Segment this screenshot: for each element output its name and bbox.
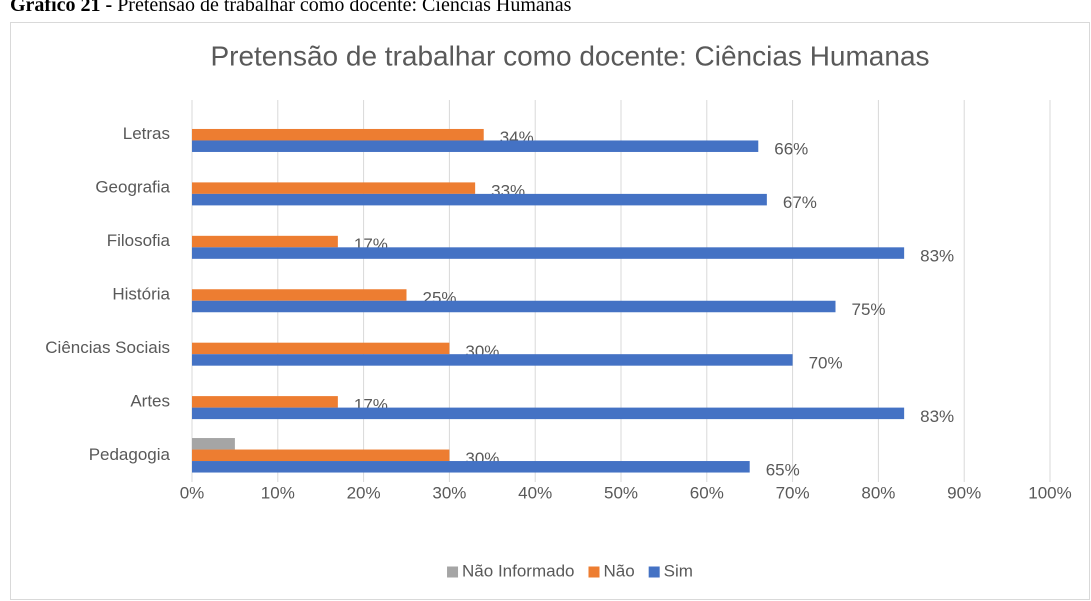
x-tick-label: 40% <box>518 483 552 502</box>
bar <box>192 182 476 194</box>
bar <box>192 193 767 206</box>
x-tick-label: 0% <box>180 483 205 502</box>
data-label: 75% <box>852 300 886 319</box>
legend-label: Não <box>603 561 634 580</box>
bar <box>192 235 338 248</box>
bar <box>192 128 484 141</box>
bar <box>192 438 235 450</box>
data-label: 65% <box>766 460 800 479</box>
caption: Gráfico 21 - Pretensão de trabalhar como… <box>10 0 572 16</box>
data-label: 83% <box>920 407 954 426</box>
x-tick-label: 80% <box>861 483 895 502</box>
legend-swatch <box>447 566 459 578</box>
bar <box>192 342 450 355</box>
bar <box>192 449 450 462</box>
data-label: 83% <box>920 247 954 266</box>
x-tick-label: 30% <box>432 483 466 502</box>
legend-label: Sim <box>664 561 693 580</box>
x-tick-label: 20% <box>347 483 381 502</box>
bar <box>192 289 407 301</box>
x-tick-label: 60% <box>690 483 724 502</box>
y-tick-label: História <box>112 284 170 303</box>
caption-label: Gráfico 21 - <box>10 0 112 16</box>
legend-swatch <box>588 566 600 578</box>
x-tick-label: 50% <box>604 483 638 502</box>
y-tick-label: Geografia <box>95 178 170 197</box>
y-tick-label: Artes <box>130 391 170 410</box>
y-tick-label: Letras <box>123 124 170 143</box>
bar <box>192 140 759 152</box>
bar <box>192 407 905 420</box>
data-label: 67% <box>783 193 817 212</box>
chart-title: Pretensão de trabalhar como docente: Ciê… <box>210 40 929 71</box>
bar <box>192 247 905 259</box>
x-tick-label: 90% <box>947 483 981 502</box>
data-label: 66% <box>774 140 808 159</box>
caption-text: Pretensão de trabalhar como docente: Ciê… <box>117 0 571 16</box>
data-label: 70% <box>809 353 843 372</box>
bar <box>192 300 836 313</box>
y-tick-label: Ciências Sociais <box>45 338 170 357</box>
bar <box>192 354 793 366</box>
y-tick-label: Filosofia <box>107 231 171 250</box>
bar <box>192 396 338 408</box>
y-tick-label: Pedagogia <box>89 445 171 464</box>
x-tick-label: 100% <box>1028 483 1071 502</box>
legend-label: Não Informado <box>462 561 574 580</box>
bar <box>192 461 750 473</box>
legend-swatch <box>648 566 660 578</box>
x-tick-label: 10% <box>261 483 295 502</box>
x-tick-label: 70% <box>776 483 810 502</box>
